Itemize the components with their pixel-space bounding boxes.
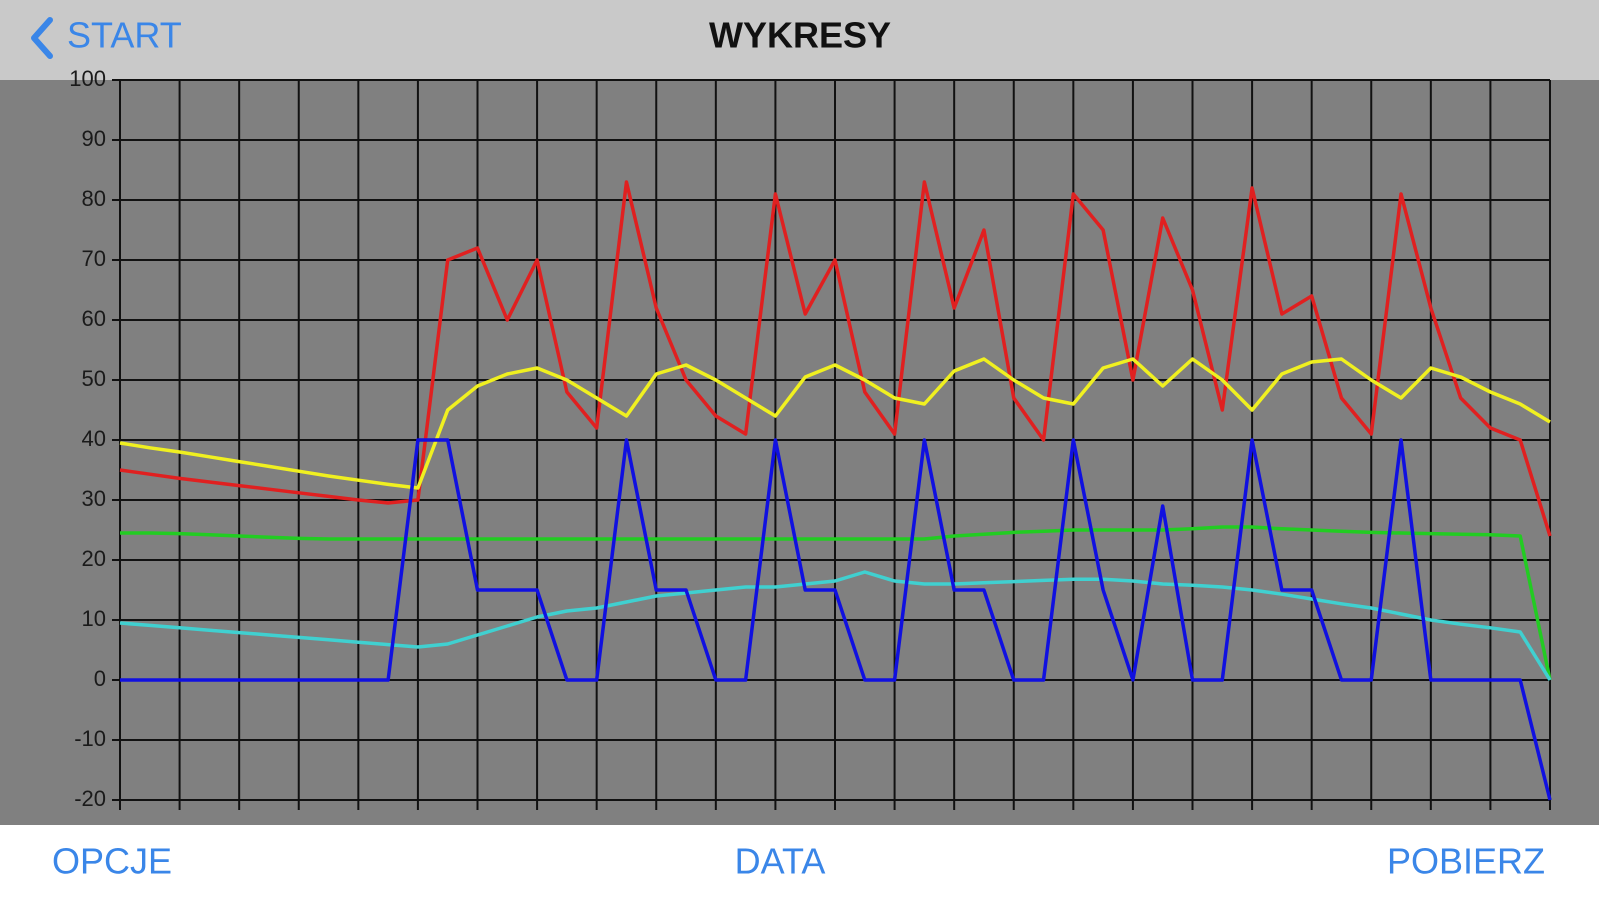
y-tick-label: 10 — [82, 606, 106, 631]
y-tick-label: 90 — [82, 126, 106, 151]
y-tick-label: -10 — [74, 726, 106, 751]
y-tick-label: 0 — [94, 666, 106, 691]
y-tick-label: 100 — [69, 66, 106, 91]
options-button[interactable]: OPCJE — [52, 841, 172, 882]
back-button[interactable]: START — [31, 15, 182, 59]
series-line — [120, 438, 1552, 801]
y-tick-label: 80 — [82, 186, 106, 211]
date-button[interactable]: DATA — [735, 841, 826, 882]
y-tick-label: -20 — [74, 786, 106, 811]
download-button[interactable]: POBIERZ — [1387, 841, 1545, 882]
y-tick-label: 70 — [82, 246, 106, 271]
y-tick-label: 60 — [82, 306, 106, 331]
y-tick-label: 50 — [82, 366, 106, 391]
header-bar — [0, 0, 1599, 80]
y-tick-label: 30 — [82, 486, 106, 511]
y-tick-label: 40 — [82, 426, 106, 451]
chart-area — [0, 80, 1599, 825]
back-chevron — [31, 17, 53, 59]
series-line — [120, 525, 1552, 681]
series-line — [119, 357, 1551, 490]
series-line — [119, 180, 1552, 537]
screen-title: WYKRESY — [709, 15, 891, 56]
back-label[interactable]: START — [67, 15, 182, 56]
series-line — [119, 570, 1552, 681]
y-tick-label: 20 — [82, 546, 106, 571]
